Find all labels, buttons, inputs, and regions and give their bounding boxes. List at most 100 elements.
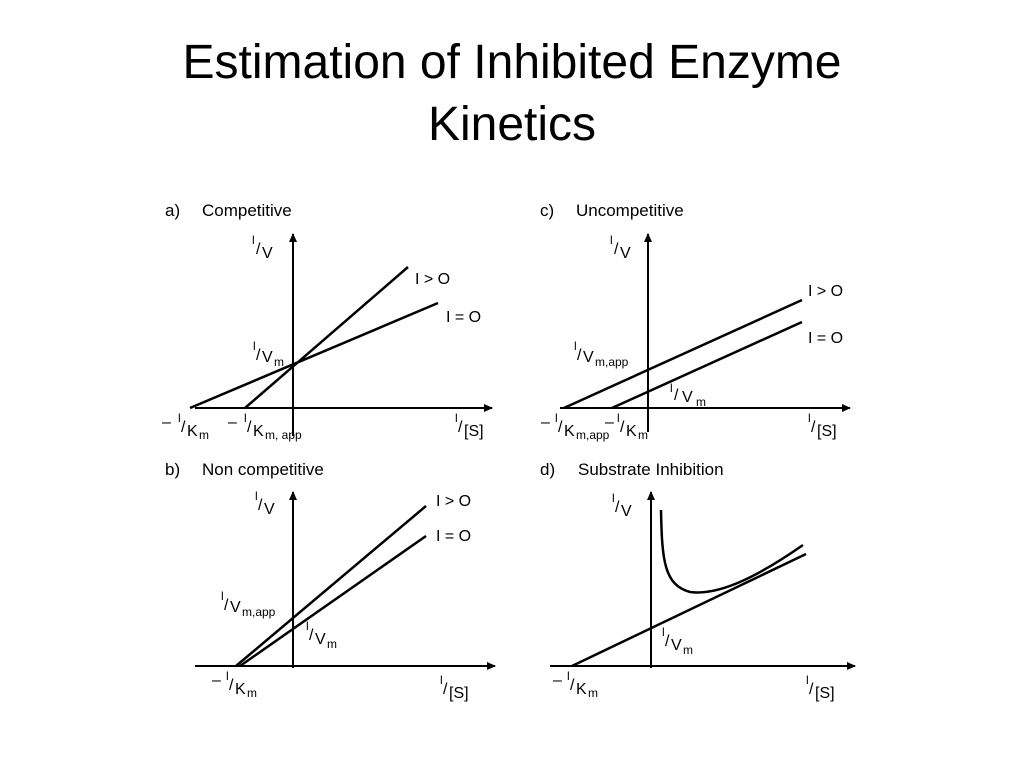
panel-a-intercept-y: l / V m bbox=[253, 339, 284, 369]
svg-text:l: l bbox=[221, 589, 224, 603]
svg-text:V: V bbox=[315, 631, 326, 648]
svg-text:[S]: [S] bbox=[817, 423, 837, 440]
panel-a-title: Competitive bbox=[202, 201, 292, 220]
svg-text:/: / bbox=[443, 681, 448, 698]
svg-text:l: l bbox=[440, 673, 443, 687]
svg-text:/: / bbox=[570, 677, 575, 694]
panel-b-label-uninhibited: I = O bbox=[436, 528, 471, 545]
svg-text:l: l bbox=[610, 233, 613, 247]
panel-c-line-inhibited bbox=[563, 298, 803, 410]
svg-text:V: V bbox=[621, 503, 632, 520]
panel-d-line-uninhibited bbox=[571, 552, 807, 668]
svg-text:/: / bbox=[229, 677, 234, 694]
svg-text:–: – bbox=[228, 414, 237, 431]
svg-text:/: / bbox=[256, 241, 261, 258]
svg-text:l: l bbox=[617, 411, 620, 425]
svg-text:m, app: m, app bbox=[265, 428, 302, 442]
svg-text:[S]: [S] bbox=[449, 685, 469, 702]
panel-a-intercept-x-km: – l / K m bbox=[162, 411, 209, 442]
svg-text:K: K bbox=[187, 423, 198, 440]
panel-b-intercept-x-km: – l / K m bbox=[212, 669, 257, 700]
svg-text:K: K bbox=[564, 423, 575, 440]
svg-text:l: l bbox=[670, 381, 673, 395]
svg-text:–: – bbox=[553, 672, 562, 689]
svg-text:m: m bbox=[696, 395, 706, 409]
panel-c-label-uninhibited: I = O bbox=[808, 330, 843, 347]
svg-text:V: V bbox=[262, 349, 273, 366]
svg-text:l: l bbox=[574, 339, 577, 353]
svg-text:m: m bbox=[683, 643, 693, 657]
svg-text:l: l bbox=[662, 625, 665, 639]
panel-a-letter: a) bbox=[165, 201, 180, 220]
svg-text:/: / bbox=[224, 597, 229, 614]
svg-text:l: l bbox=[806, 673, 809, 687]
panel-d-letter: d) bbox=[540, 460, 555, 479]
svg-text:/: / bbox=[458, 419, 463, 436]
svg-text:m,app: m,app bbox=[576, 428, 610, 442]
svg-text:V: V bbox=[262, 245, 273, 262]
slide-title-line-2: Kinetics bbox=[427, 98, 597, 151]
svg-text:/: / bbox=[614, 241, 619, 258]
svg-text:m: m bbox=[199, 428, 209, 442]
panel-c-line-uninhibited bbox=[611, 320, 803, 410]
svg-text:l: l bbox=[612, 491, 615, 505]
svg-text:[S]: [S] bbox=[464, 423, 484, 440]
panel-a-intercept-x-km-app: – l / K m, app bbox=[228, 411, 302, 442]
panel-b-letter: b) bbox=[165, 460, 180, 479]
panel-d-curve-substrate-inhibition bbox=[659, 509, 804, 594]
svg-text:V: V bbox=[620, 245, 631, 262]
svg-text:l: l bbox=[455, 411, 458, 425]
svg-text:l: l bbox=[808, 411, 811, 425]
panel-d-x-axis-label: l / [S] bbox=[806, 673, 835, 702]
svg-text:–: – bbox=[605, 414, 614, 431]
panel-b-line-uninhibited bbox=[239, 534, 427, 668]
panel-b-intercept-y-vm: l / V m bbox=[306, 619, 337, 651]
svg-text:/: / bbox=[309, 627, 314, 644]
panel-c-intercept-x-km: – l / K m bbox=[605, 411, 648, 442]
svg-text:V: V bbox=[230, 599, 241, 616]
svg-text:l: l bbox=[226, 669, 229, 683]
svg-text:K: K bbox=[626, 423, 637, 440]
svg-text:–: – bbox=[541, 414, 550, 431]
panel-c-intercept-x-km-app: – l / K m,app bbox=[541, 411, 610, 442]
svg-text:m: m bbox=[247, 686, 257, 700]
panel-uncompetitive: c) Uncompetitive I > O I = O l / V l / [… bbox=[540, 201, 851, 442]
svg-text:/: / bbox=[247, 419, 252, 436]
panel-c-x-axis-label: l / [S] bbox=[808, 411, 837, 440]
svg-text:m: m bbox=[588, 686, 598, 700]
panel-d-title: Substrate Inhibition bbox=[578, 460, 724, 479]
svg-text:/: / bbox=[809, 681, 814, 698]
panel-d-y-axis-label: l / V bbox=[612, 491, 632, 520]
slide-title: Estimation of Inhibited Enzyme Kinetics bbox=[0, 32, 1024, 156]
svg-text:l: l bbox=[555, 411, 558, 425]
svg-text:K: K bbox=[235, 681, 246, 698]
panel-d-intercept-y-vm: l / V m bbox=[662, 625, 693, 657]
svg-text:V: V bbox=[264, 501, 275, 518]
svg-text:l: l bbox=[252, 233, 255, 247]
panel-b-intercept-y-vm-app: l / V m,app bbox=[221, 589, 276, 619]
panel-b-line-inhibited bbox=[235, 505, 427, 667]
panel-c-intercept-y-vm: l / V m bbox=[670, 381, 706, 409]
svg-text:V: V bbox=[583, 349, 594, 366]
panel-b-title: Non competitive bbox=[202, 460, 324, 479]
svg-text:m,app: m,app bbox=[242, 605, 276, 619]
svg-text:/: / bbox=[665, 633, 670, 650]
svg-text:/: / bbox=[181, 419, 186, 436]
svg-text:l: l bbox=[178, 411, 181, 425]
svg-text:V: V bbox=[671, 637, 682, 654]
panel-b-label-inhibited: I > O bbox=[436, 493, 471, 510]
svg-text:/: / bbox=[620, 419, 625, 436]
panel-a-line-inhibited bbox=[244, 266, 409, 409]
panel-a-label-inhibited: I > O bbox=[415, 271, 450, 288]
svg-text:–: – bbox=[162, 414, 171, 431]
svg-text:–: – bbox=[212, 672, 221, 689]
svg-text:K: K bbox=[576, 681, 587, 698]
panel-a-line-uninhibited bbox=[189, 301, 439, 410]
svg-text:/: / bbox=[258, 497, 263, 514]
svg-text:/: / bbox=[615, 499, 620, 516]
slide-title-line-1: Estimation of Inhibited Enzyme bbox=[182, 36, 842, 89]
panel-a-label-uninhibited: I = O bbox=[446, 309, 481, 326]
svg-text:l: l bbox=[567, 669, 570, 683]
svg-text:m,app: m,app bbox=[595, 355, 629, 369]
panel-c-title: Uncompetitive bbox=[576, 201, 684, 220]
